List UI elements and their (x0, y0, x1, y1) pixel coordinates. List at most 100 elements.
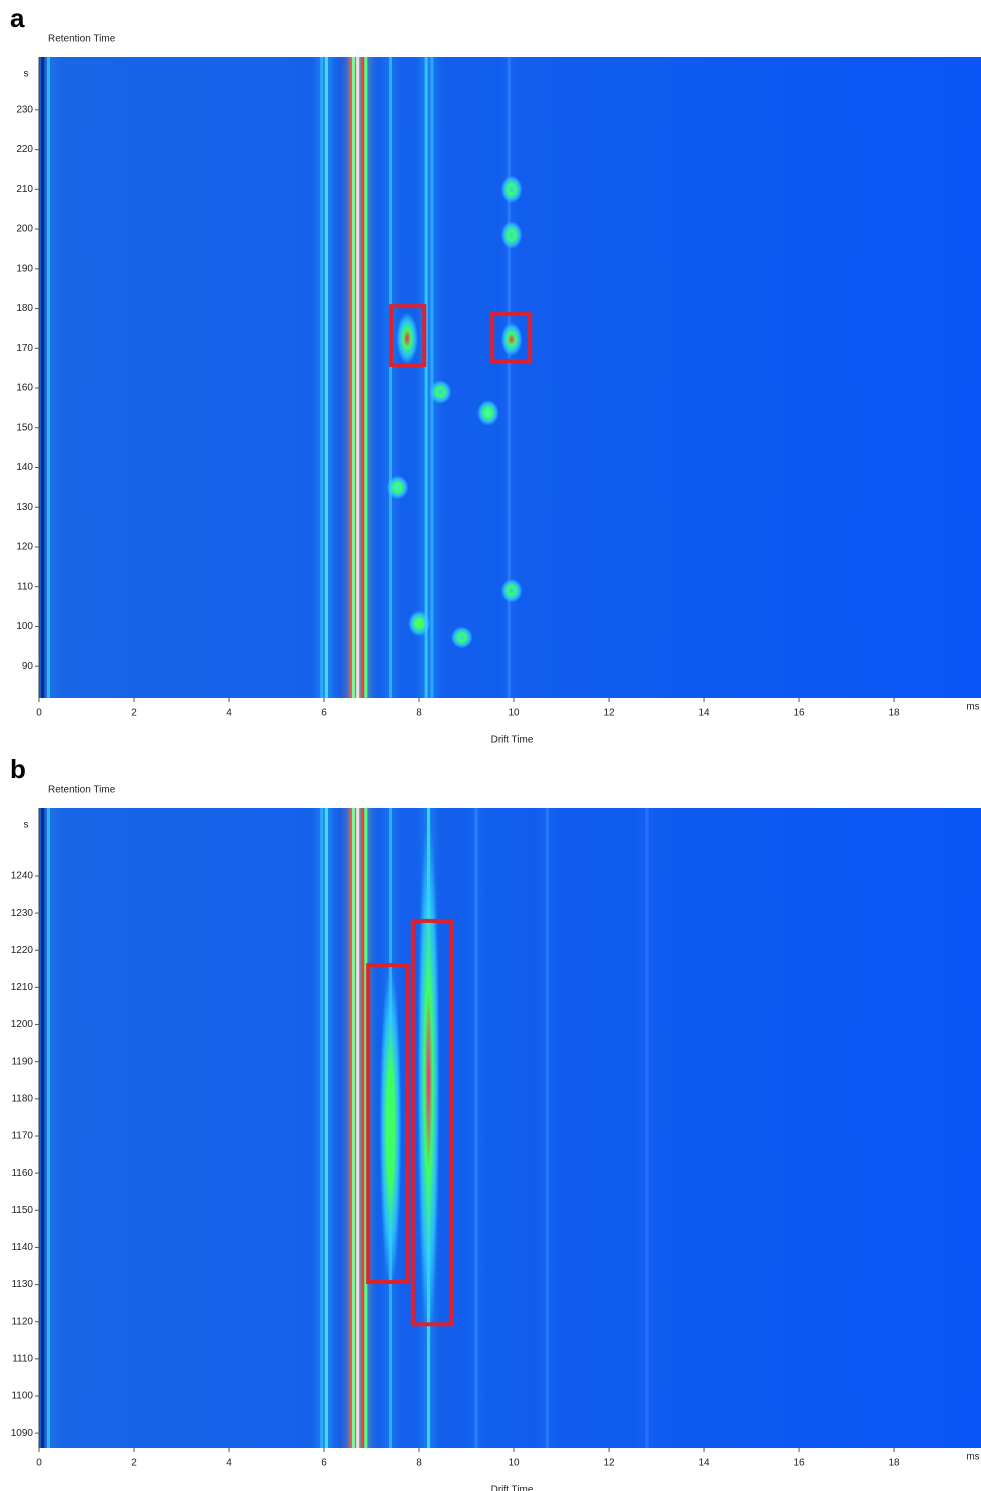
x-tick-label: 6 (321, 1458, 327, 1469)
band (645, 808, 649, 1448)
x-tick-label: 18 (889, 1458, 901, 1469)
band (507, 57, 511, 698)
y-tick-label: 120 (16, 542, 33, 553)
peak (500, 221, 523, 249)
x-tick-label: 8 (416, 708, 422, 719)
y-tick-label: 1120 (11, 1316, 33, 1327)
highlight-box (410, 918, 454, 1327)
y-tick-label: 180 (16, 303, 33, 314)
plot-background (39, 808, 981, 1448)
x-tick-label: 4 (226, 708, 232, 719)
band (351, 808, 355, 1448)
y-tick-label: 1180 (11, 1093, 33, 1104)
band (324, 57, 328, 698)
band (47, 808, 51, 1448)
y-tick-label: 1230 (11, 908, 34, 919)
y-tick-label: 90 (22, 661, 34, 672)
y-tick-label: 1110 (12, 1353, 33, 1364)
band (47, 57, 51, 698)
x-tick-label: 12 (603, 1458, 615, 1469)
y-tick-label: 1240 (11, 871, 34, 882)
y-axis-title: Retention Time (48, 785, 116, 796)
band (424, 57, 428, 698)
band (356, 808, 360, 1448)
y-tick-label: 140 (16, 462, 33, 473)
y-tick-label: 1170 (11, 1131, 33, 1142)
band (41, 808, 45, 1448)
y-tick-label: 1130 (11, 1279, 33, 1290)
x-axis-title: Drift Time (491, 735, 534, 746)
x-tick-label: 16 (793, 708, 805, 719)
y-tick-label: 170 (16, 343, 33, 354)
y-tick-label: 1160 (11, 1168, 33, 1179)
x-unit: ms (966, 1452, 979, 1463)
y-tick-label: 1100 (11, 1391, 33, 1402)
y-tick-label: 1220 (11, 945, 34, 956)
y-tick-label: 150 (16, 422, 33, 433)
highlight-box (490, 312, 533, 364)
peak (500, 322, 523, 357)
band (545, 808, 549, 1448)
x-tick-label: 4 (226, 1458, 232, 1469)
x-unit: ms (966, 702, 979, 713)
y-unit: s (24, 69, 29, 80)
x-tick-label: 0 (36, 708, 42, 719)
highlight-box (366, 963, 410, 1284)
plot-area (39, 57, 981, 698)
y-tick-label: 130 (16, 502, 33, 513)
x-tick-label: 14 (698, 1458, 710, 1469)
band (320, 57, 324, 698)
y-tick-label: 160 (16, 383, 33, 394)
y-tick-label: 1190 (11, 1056, 33, 1067)
y-tick-label: 210 (16, 184, 33, 195)
peak (500, 175, 523, 204)
x-tick-label: 6 (321, 708, 327, 719)
y-tick-label: 110 (17, 581, 33, 592)
y-tick-label: 200 (16, 224, 33, 235)
band (389, 57, 393, 698)
band (320, 808, 324, 1448)
peak (396, 312, 419, 365)
peak (379, 964, 402, 1289)
x-axis-title: Drift Time (491, 1485, 534, 1491)
panel-label: a (10, 3, 25, 33)
x-tick-label: 18 (889, 708, 901, 719)
y-tick-label: 100 (16, 621, 33, 632)
peak (408, 610, 431, 637)
band (474, 808, 478, 1448)
highlight-box (389, 304, 427, 367)
x-tick-label: 14 (698, 708, 710, 719)
panel: b Retention Time s ms Drift Time 1090 1100 1110… (10, 754, 981, 1491)
y-tick-label: 1140 (11, 1242, 33, 1253)
x-tick-label: 8 (416, 1458, 422, 1469)
plot-area (39, 808, 981, 1448)
y-axis-title: Retention Time (48, 34, 116, 45)
y-tick-label: 1150 (11, 1205, 33, 1216)
y-tick-label: 190 (16, 263, 33, 274)
x-tick-label: 10 (508, 708, 520, 719)
y-tick-label: 1200 (11, 1019, 34, 1030)
band (41, 57, 45, 698)
band (356, 57, 360, 698)
y-tick-label: 1090 (11, 1428, 34, 1439)
y-tick-label: 230 (16, 104, 33, 115)
peak (417, 816, 440, 1345)
peak (450, 626, 473, 649)
band (351, 57, 355, 698)
peak (386, 475, 409, 500)
y-tick-label: 1210 (11, 982, 34, 993)
x-tick-label: 2 (131, 1458, 137, 1469)
x-tick-label: 10 (508, 1458, 520, 1469)
peak (476, 399, 499, 426)
peak (429, 380, 452, 404)
x-tick-label: 0 (36, 1458, 42, 1469)
band (364, 808, 368, 1448)
y-tick-label: 220 (16, 144, 33, 155)
x-tick-label: 12 (603, 708, 615, 719)
y-unit: s (24, 820, 29, 831)
x-tick-label: 16 (793, 1458, 805, 1469)
band (364, 57, 368, 698)
